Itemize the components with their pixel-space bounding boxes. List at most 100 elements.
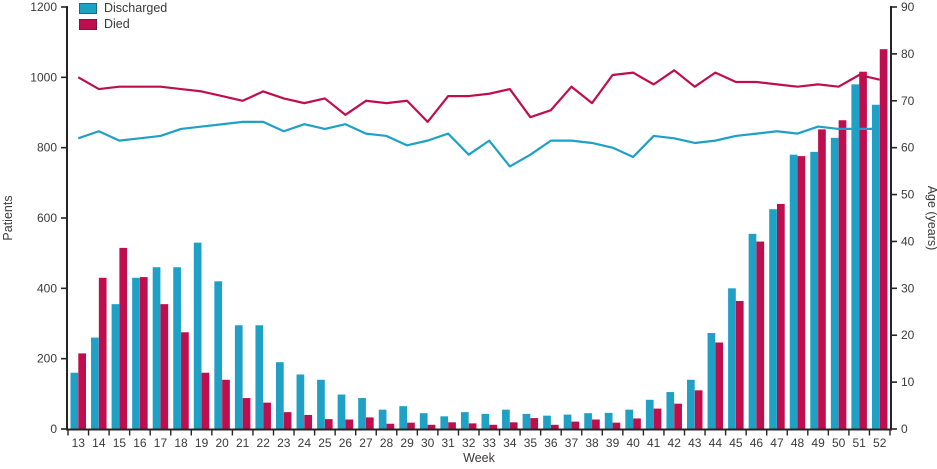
bar-died-week-20 [222, 379, 230, 430]
bar-died-week-43 [694, 390, 703, 430]
bar-discharged-week-52 [871, 104, 880, 430]
x-tick-label-52: 52 [873, 436, 887, 450]
bar-died-week-28 [386, 423, 395, 430]
y-right-tick-label-80: 80 [901, 47, 915, 61]
y-left-tick-label-600: 600 [37, 211, 57, 225]
legend: Discharged Died [79, 2, 167, 31]
x-tick-label-13: 13 [72, 436, 86, 450]
bar-discharged-week-19 [193, 242, 202, 430]
bar-died-week-34 [509, 422, 518, 430]
bar-died-week-41 [653, 408, 662, 430]
bar-died-week-25 [324, 419, 333, 430]
bar-discharged-week-21 [234, 325, 243, 430]
x-tick-label-31: 31 [441, 436, 455, 450]
bar-died-week-44 [715, 342, 724, 430]
age-line-discharged [77, 120, 880, 168]
y-left-tick-label-800: 800 [37, 141, 57, 155]
bar-died-week-22 [263, 402, 271, 430]
x-tick-label-15: 15 [113, 436, 127, 450]
bar-discharged-week-45 [728, 288, 736, 430]
x-tick-label-45: 45 [729, 436, 743, 450]
legend-item-discharged: Discharged [79, 2, 167, 15]
x-tick-label-16: 16 [133, 436, 147, 450]
bar-discharged-week-23 [276, 362, 284, 430]
x-tick-label-35: 35 [524, 436, 538, 450]
bar-discharged-week-49 [810, 151, 818, 430]
y-right-tick-label-30: 30 [901, 281, 915, 295]
bar-discharged-week-15 [111, 304, 120, 430]
bar-died-week-40 [633, 418, 641, 430]
bar-discharged-week-31 [440, 416, 449, 430]
y-axis-left-title: Patients [1, 195, 15, 240]
bar-died-week-33 [489, 424, 497, 430]
bar-discharged-week-33 [481, 413, 490, 430]
bar-died-week-13 [78, 353, 86, 430]
x-tick-label-23: 23 [277, 436, 291, 450]
y-right-tick-label-40: 40 [901, 234, 915, 248]
bar-died-week-42 [674, 403, 682, 430]
x-tick-label-24: 24 [298, 436, 312, 450]
bar-discharged-week-27 [358, 398, 366, 430]
bar-died-week-39 [612, 422, 621, 430]
x-tick-label-22: 22 [257, 436, 271, 450]
bar-died-week-48 [797, 156, 806, 430]
bar-discharged-week-39 [604, 412, 613, 430]
bar-discharged-week-44 [707, 333, 716, 430]
y-left-tick-label-200: 200 [37, 352, 57, 366]
x-tick-label-36: 36 [544, 436, 558, 450]
bar-discharged-week-16 [132, 277, 140, 430]
x-tick-label-17: 17 [154, 436, 168, 450]
bar-died-week-18 [181, 332, 189, 430]
bar-discharged-week-25 [317, 379, 325, 430]
y-right-tick-label-0: 0 [901, 422, 908, 436]
legend-label-died: Died [104, 17, 130, 31]
bar-discharged-week-34 [502, 409, 510, 430]
x-tick-label-51: 51 [852, 436, 866, 450]
x-tick-label-39: 39 [606, 436, 620, 450]
y-right-tick-label-20: 20 [901, 328, 915, 342]
x-tick-label-37: 37 [565, 436, 579, 450]
x-tick-label-49: 49 [811, 436, 825, 450]
x-tick-label-38: 38 [585, 436, 599, 450]
bar-discharged-week-46 [748, 233, 757, 430]
bar-discharged-week-32 [460, 412, 469, 430]
x-tick-label-21: 21 [236, 436, 250, 450]
legend-label-discharged: Discharged [104, 1, 168, 15]
x-tick-label-43: 43 [688, 436, 702, 450]
y-left-tick-label-400: 400 [37, 281, 57, 295]
y-left-tick-label-1000: 1000 [30, 70, 57, 84]
bar-died-week-35 [530, 418, 539, 430]
bar-discharged-week-40 [625, 409, 634, 430]
legend-swatch-discharged [79, 3, 97, 14]
bar-discharged-week-35 [522, 413, 531, 430]
bar-discharged-week-48 [789, 154, 798, 430]
x-tick-label-29: 29 [400, 436, 414, 450]
x-tick-label-30: 30 [421, 436, 435, 450]
x-tick-label-46: 46 [750, 436, 764, 450]
bar-discharged-week-26 [337, 394, 346, 430]
bar-discharged-week-17 [152, 267, 161, 430]
bar-discharged-week-22 [255, 325, 264, 430]
x-tick-label-34: 34 [503, 436, 517, 450]
x-tick-label-32: 32 [462, 436, 476, 450]
bar-died-week-21 [242, 398, 251, 430]
bar-died-week-51 [859, 71, 867, 430]
bar-discharged-week-13 [70, 372, 79, 430]
y-right-tick-label-10: 10 [901, 375, 915, 389]
bar-discharged-week-36 [543, 415, 551, 430]
bar-discharged-week-30 [419, 413, 428, 430]
x-tick-label-40: 40 [626, 436, 640, 450]
x-tick-label-18: 18 [174, 436, 188, 450]
bar-died-week-52 [879, 49, 888, 430]
bar-died-week-29 [407, 422, 415, 430]
x-tick-label-25: 25 [318, 436, 332, 450]
y-right-tick-label-50: 50 [901, 188, 915, 202]
legend-item-died: Died [79, 18, 167, 31]
bar-died-week-16 [139, 277, 148, 430]
bar-died-week-15 [119, 247, 128, 430]
bar-discharged-week-47 [769, 209, 777, 430]
bar-discharged-week-29 [399, 406, 407, 430]
x-tick-label-33: 33 [483, 436, 497, 450]
